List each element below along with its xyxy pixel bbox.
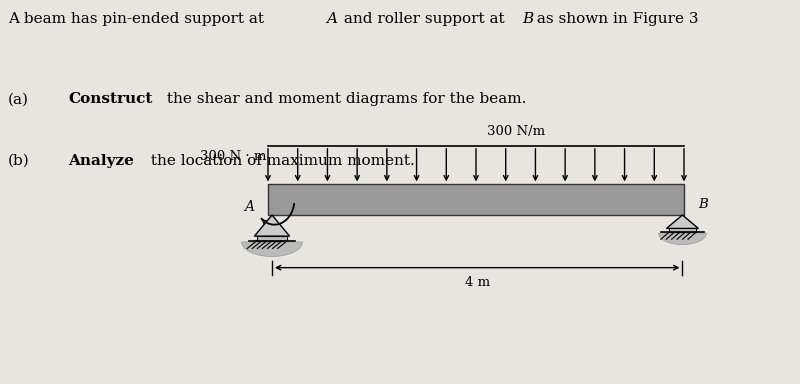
- Text: (a): (a): [8, 92, 29, 106]
- Text: A beam has pin-ended support at: A beam has pin-ended support at: [8, 12, 269, 25]
- Text: 4 m: 4 m: [465, 276, 490, 289]
- Text: as shown in Figure 3: as shown in Figure 3: [532, 12, 698, 25]
- Text: 300 N · m: 300 N · m: [200, 150, 266, 163]
- Polygon shape: [254, 215, 290, 236]
- Text: 300 N/m: 300 N/m: [487, 125, 545, 138]
- Polygon shape: [666, 215, 698, 228]
- Text: and roller support at: and roller support at: [339, 12, 510, 25]
- Text: Construct: Construct: [68, 92, 152, 106]
- Bar: [257, 236, 287, 241]
- Text: Analyze: Analyze: [68, 154, 134, 167]
- Text: A: A: [326, 12, 338, 25]
- Text: (b): (b): [8, 154, 30, 167]
- Text: A: A: [243, 200, 254, 214]
- Text: the shear and moment diagrams for the beam.: the shear and moment diagrams for the be…: [162, 92, 526, 106]
- Text: B: B: [522, 12, 534, 25]
- Bar: [669, 228, 696, 232]
- Text: the location of maximum moment.: the location of maximum moment.: [146, 154, 415, 167]
- Bar: [268, 184, 684, 215]
- Wedge shape: [242, 242, 302, 257]
- Wedge shape: [658, 233, 706, 245]
- Text: B: B: [698, 198, 708, 211]
